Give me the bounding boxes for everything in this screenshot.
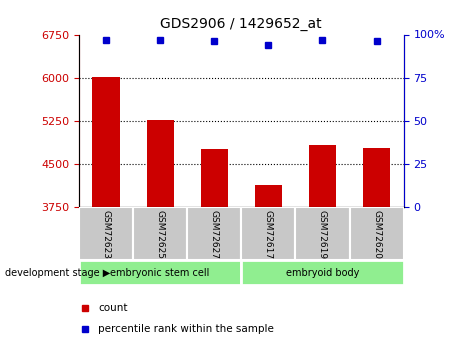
Title: GDS2906 / 1429652_at: GDS2906 / 1429652_at <box>161 17 322 31</box>
Bar <box>241 260 404 285</box>
Bar <box>309 146 336 207</box>
Text: GSM72619: GSM72619 <box>318 210 327 259</box>
Text: GSM72627: GSM72627 <box>210 210 219 259</box>
Bar <box>187 207 241 260</box>
Bar <box>92 77 120 207</box>
Text: GSM72623: GSM72623 <box>101 210 110 259</box>
Bar <box>147 120 174 207</box>
Text: GSM72617: GSM72617 <box>264 210 273 259</box>
Bar <box>79 207 133 260</box>
Bar <box>79 260 241 285</box>
Bar <box>255 185 282 207</box>
Text: count: count <box>98 303 128 313</box>
Text: GSM72625: GSM72625 <box>156 210 165 259</box>
Bar <box>363 148 390 207</box>
Bar <box>241 207 295 260</box>
Text: development stage ▶: development stage ▶ <box>5 268 110 277</box>
Bar <box>350 207 404 260</box>
Text: embryonic stem cell: embryonic stem cell <box>110 268 210 277</box>
Text: percentile rank within the sample: percentile rank within the sample <box>98 324 274 334</box>
Bar <box>133 207 187 260</box>
Text: GSM72620: GSM72620 <box>372 210 381 259</box>
Bar <box>295 207 350 260</box>
Text: embryoid body: embryoid body <box>286 268 359 277</box>
Bar <box>201 149 228 207</box>
